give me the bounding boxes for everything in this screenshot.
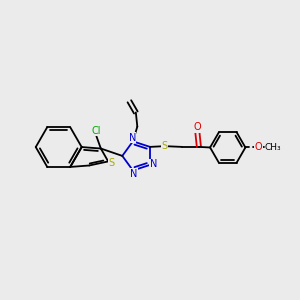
Text: O: O bbox=[255, 142, 262, 152]
Text: N: N bbox=[150, 159, 157, 169]
Text: O: O bbox=[194, 122, 201, 133]
Text: N: N bbox=[129, 133, 136, 143]
Text: Cl: Cl bbox=[92, 126, 101, 136]
Text: CH₃: CH₃ bbox=[265, 143, 281, 152]
Text: N: N bbox=[130, 169, 137, 179]
Text: S: S bbox=[162, 141, 168, 151]
Text: S: S bbox=[108, 158, 114, 168]
